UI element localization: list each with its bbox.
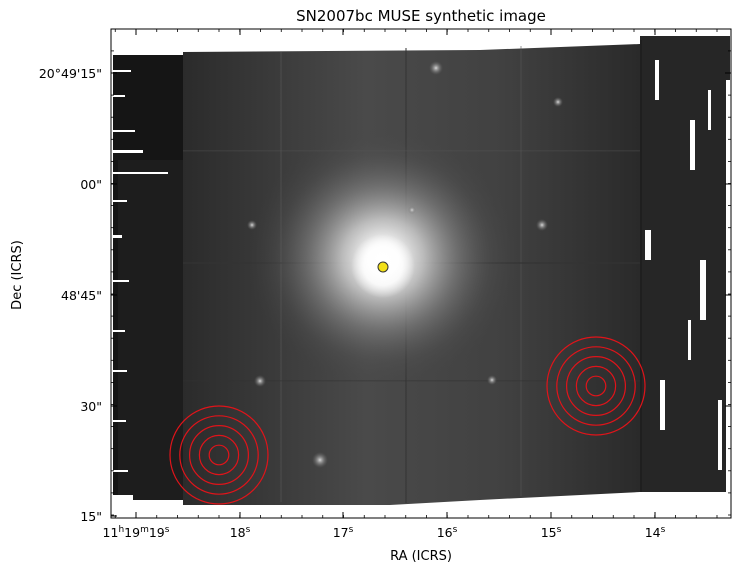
axes-frame <box>110 28 732 519</box>
y-tick-label: 00" <box>80 177 102 192</box>
x-tick-label: 15s <box>541 525 562 540</box>
x-tick-label: 18s <box>230 525 251 540</box>
field-star <box>429 61 443 75</box>
field-star <box>487 375 497 385</box>
aperture-ring <box>575 365 617 407</box>
x-axis-label: RA (ICRS) <box>390 549 452 564</box>
y-tick-label: 15" <box>80 509 102 524</box>
field-star <box>312 452 328 468</box>
aperture-ring <box>585 375 607 397</box>
muse-image <box>111 29 731 518</box>
aperture-ring <box>189 425 250 486</box>
x-tick-label: 11h19m19s <box>103 525 170 540</box>
x-tick-labels: 11h19m19s 18s 17s 16s 15s 14s <box>103 525 666 540</box>
aperture-lower-left <box>169 405 269 505</box>
aperture-ring <box>198 434 240 476</box>
aperture-ring <box>546 336 646 436</box>
aperture-ring <box>169 405 269 505</box>
supernova-marker <box>377 261 389 273</box>
x-tick-label: 16s <box>437 525 458 540</box>
minor-ticks <box>111 29 731 518</box>
y-axis-label: Dec (ICRS) <box>10 240 25 310</box>
x-tick-label: 14s <box>645 525 666 540</box>
field-star <box>536 219 548 231</box>
x-tick-label: 17s <box>333 525 354 540</box>
aperture-ring <box>565 356 626 417</box>
y-tick-label: 30" <box>80 399 102 414</box>
aperture-right <box>546 336 646 436</box>
figure-title: SN2007bc MUSE synthetic image <box>296 7 546 25</box>
field-star <box>254 375 266 387</box>
y-tick-label: 20°49'15" <box>39 66 102 81</box>
aperture-ring <box>179 415 259 495</box>
field-star <box>553 97 563 107</box>
field-star <box>247 220 257 230</box>
y-tick-labels: 20°49'15" 00" 48'45" 30" 15" <box>39 66 102 524</box>
field-star <box>408 206 416 214</box>
aperture-ring <box>208 444 230 466</box>
y-tick-label: 48'45" <box>61 288 102 303</box>
aperture-ring <box>556 346 636 426</box>
